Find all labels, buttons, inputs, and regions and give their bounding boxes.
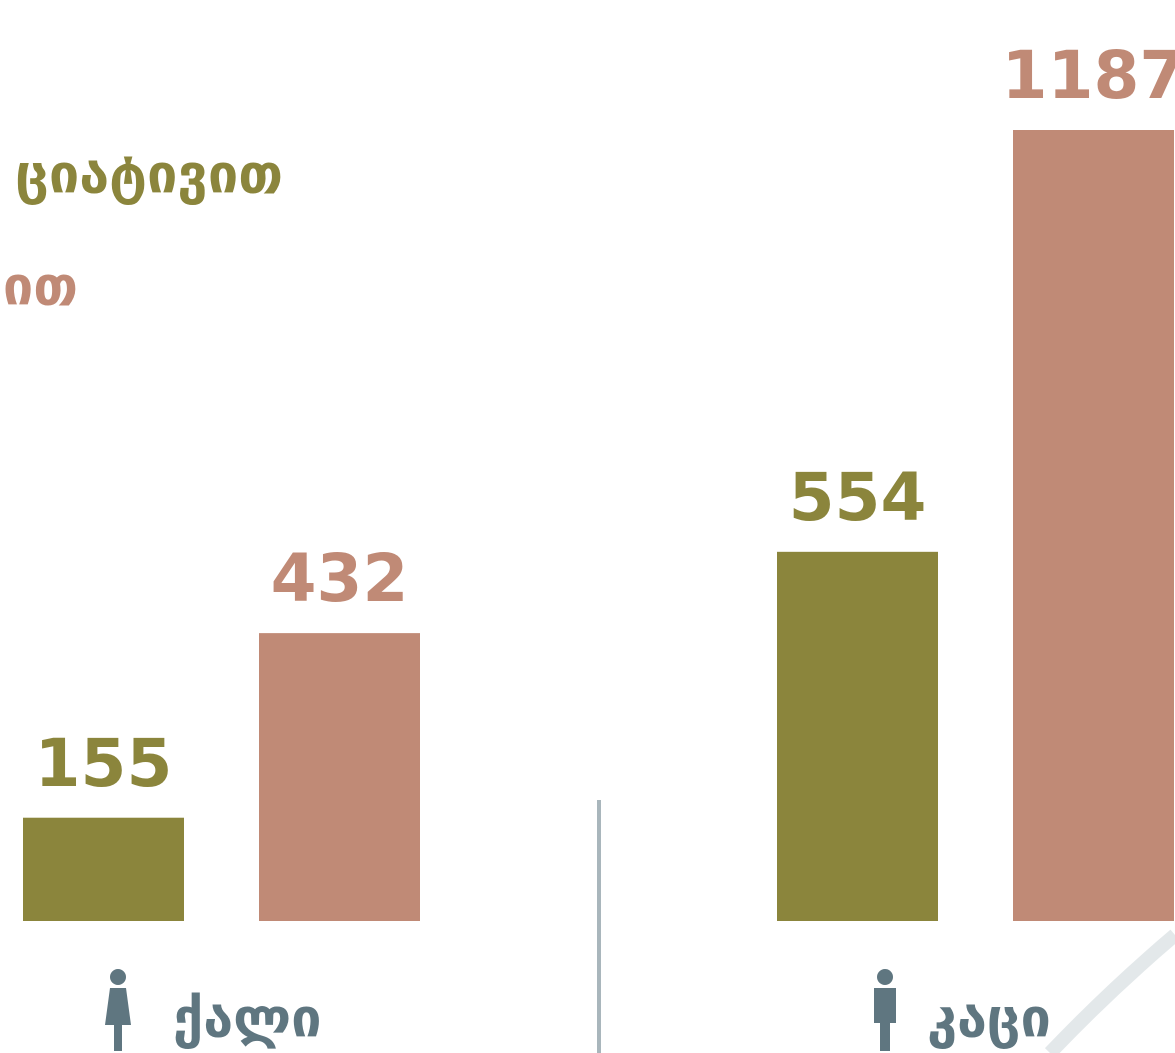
man-icon [874,969,896,1051]
woman-icon [105,969,131,1051]
bar [777,551,938,921]
value-label: 1187 [1002,37,1175,114]
decoration [1044,929,1175,1053]
category-label: ქალი [173,987,322,1050]
bar [23,817,184,921]
icons [105,969,896,1051]
legend-label: ციატივით [15,143,283,206]
legend-label: ით [3,255,78,318]
bar [1013,130,1174,921]
value-label: 432 [271,540,409,617]
category-label: კაცი [927,987,1051,1050]
value-label: 155 [35,725,173,802]
bar [259,633,420,921]
value-label: 554 [789,459,927,536]
